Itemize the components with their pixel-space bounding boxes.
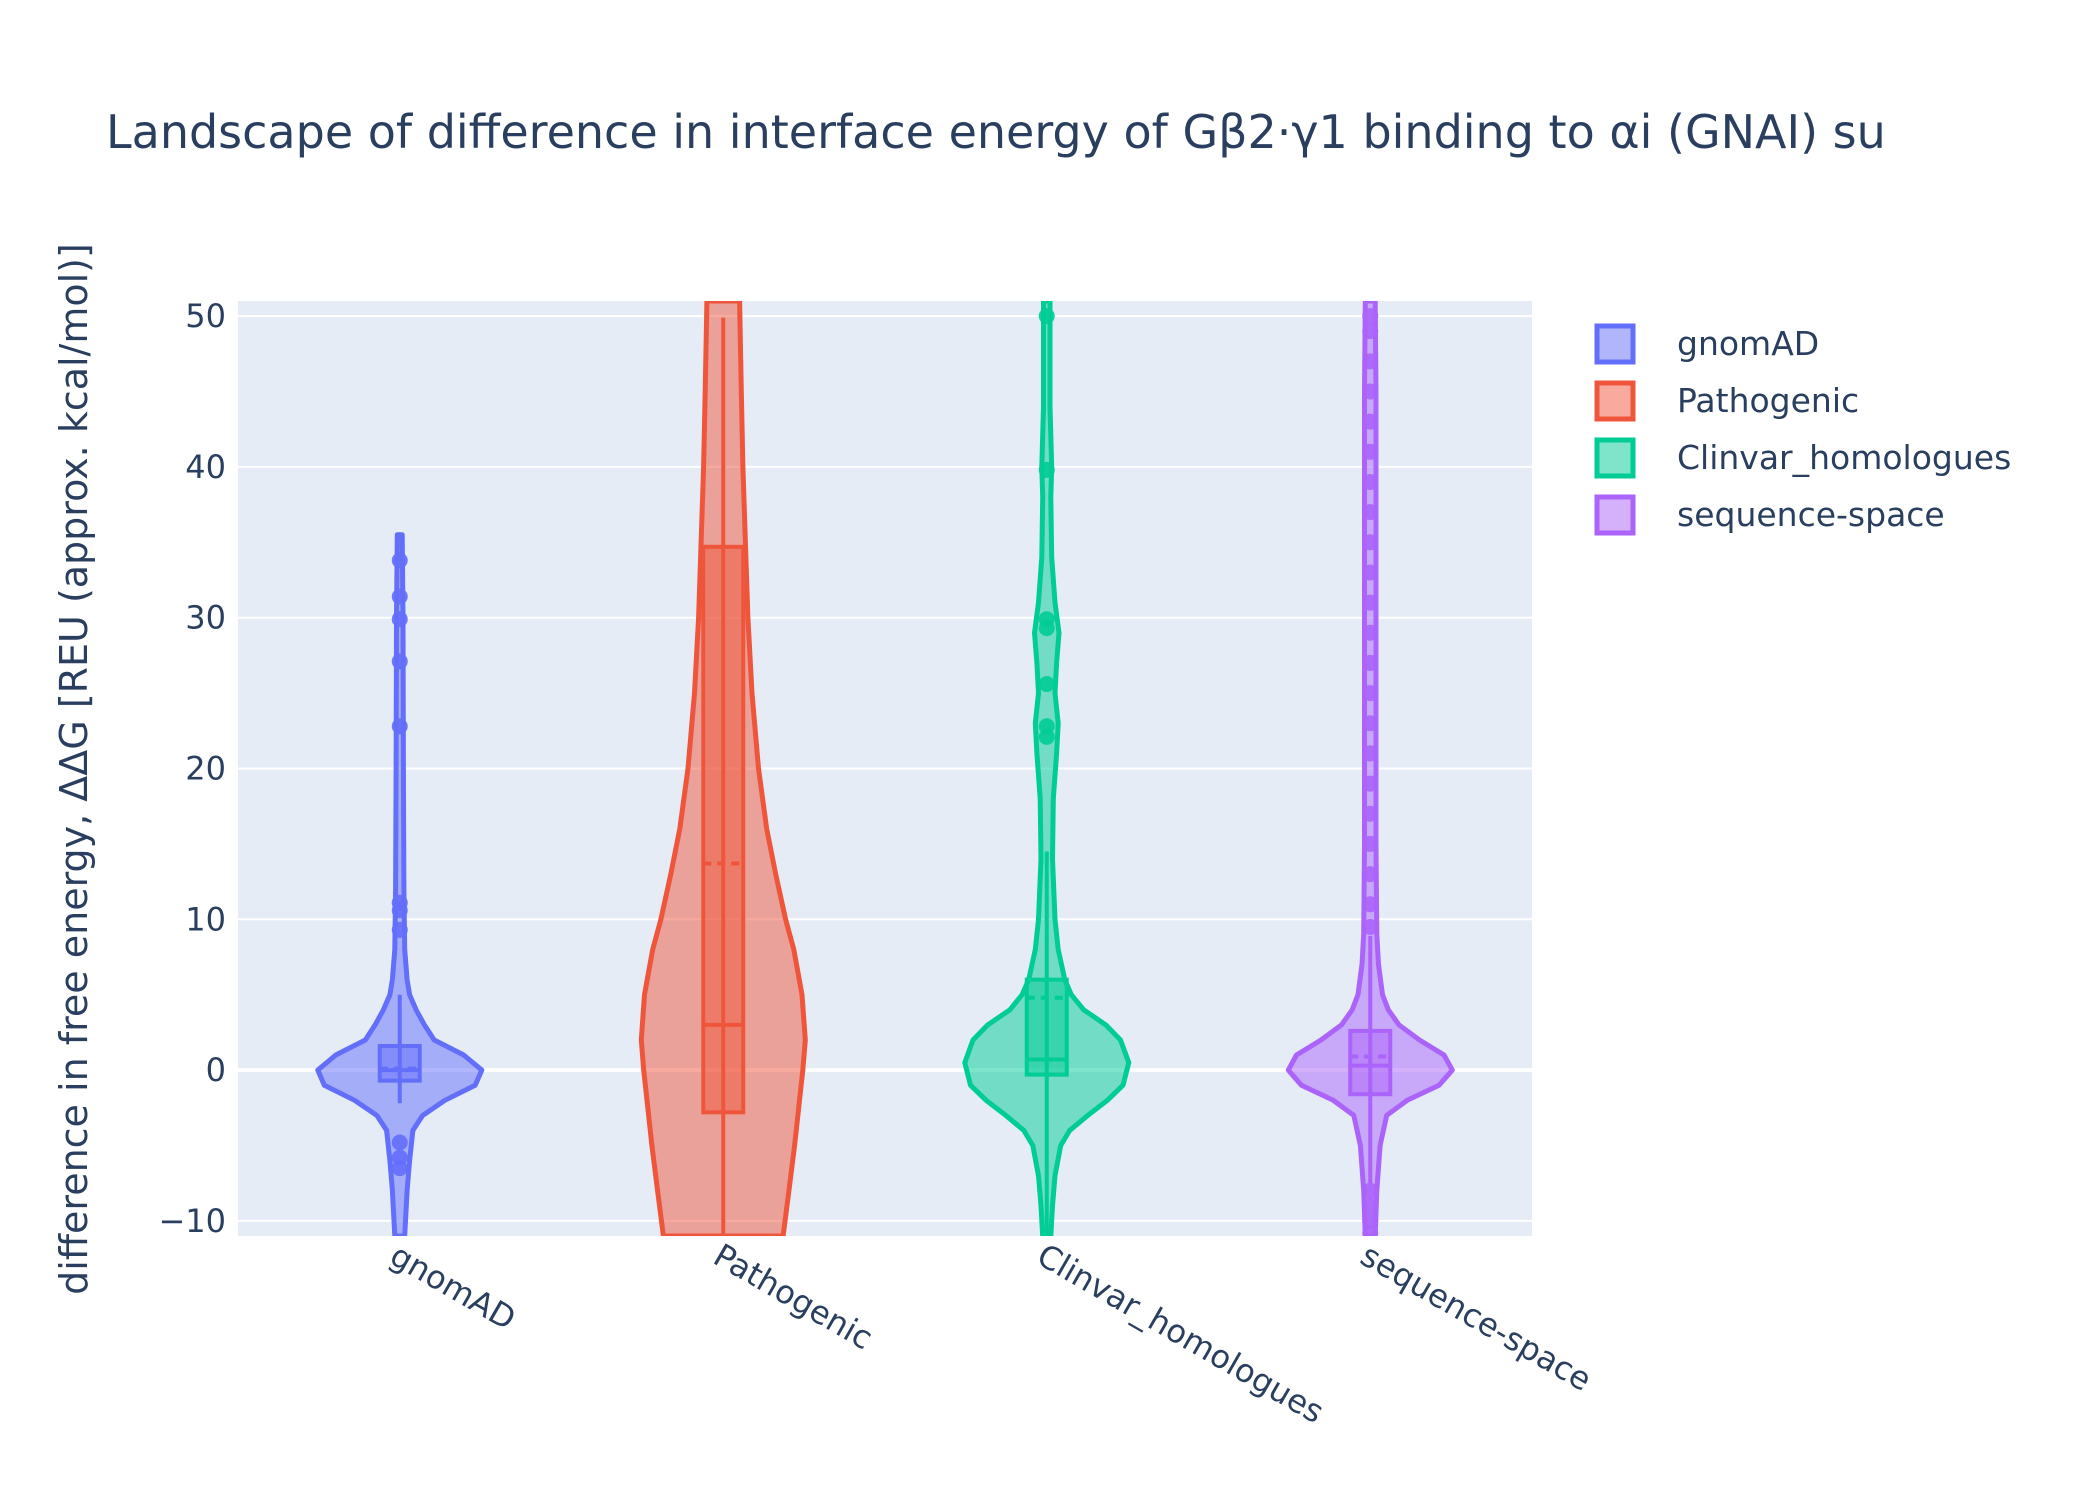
outlier-point <box>392 922 408 938</box>
outlier-point <box>1362 534 1378 550</box>
outlier-point <box>1362 625 1378 641</box>
outlier-point <box>392 552 408 568</box>
legend-swatch <box>1597 383 1633 419</box>
y-tick-labels: −10 0 10 20 30 40 50 <box>158 297 226 1240</box>
legend-item-gnomad[interactable]: gnomAD <box>1597 324 1819 363</box>
outlier-point <box>1362 323 1378 339</box>
outlier-point <box>1362 353 1378 369</box>
outlier-point <box>1362 776 1378 792</box>
outlier-point <box>392 611 408 627</box>
x-tick-label: Pathogenic <box>707 1236 879 1357</box>
y-tick-label: 40 <box>185 448 226 486</box>
y-tick-label: 20 <box>185 750 226 788</box>
box-iqr <box>1350 1031 1390 1094</box>
outlier-point <box>1362 896 1378 912</box>
legend[interactable]: gnomAD Pathogenic Clinvar_homologuessequen… <box>1597 324 2011 534</box>
y-tick-label: 10 <box>185 900 226 938</box>
outlier-point <box>1362 308 1378 324</box>
y-tick-label: 50 <box>185 297 226 335</box>
y-tick-label: 30 <box>185 599 226 637</box>
outlier-point <box>392 718 408 734</box>
box-iqr <box>703 547 743 1113</box>
outlier-point <box>1362 715 1378 731</box>
outlier-point <box>1039 676 1055 692</box>
legend-swatch <box>1597 440 1633 476</box>
legend-label: Pathogenic <box>1677 381 1859 420</box>
outlier-point <box>1362 414 1378 430</box>
outlier-point <box>1362 1198 1378 1214</box>
legend-swatch <box>1597 326 1633 362</box>
outlier-point <box>392 1160 408 1176</box>
legend-item-pathogenic[interactable]: Pathogenic <box>1597 381 1859 420</box>
legend-label: gnomAD <box>1677 324 1819 363</box>
outlier-point <box>1362 806 1378 822</box>
outlier-point <box>1362 1183 1378 1199</box>
outlier-point <box>1039 611 1055 627</box>
outlier-point <box>1362 745 1378 761</box>
box-iqr <box>380 1046 420 1081</box>
outlier-point <box>392 653 408 669</box>
y-axis-label: difference in free energy, ΔΔG [REU (app… <box>52 243 96 1295</box>
x-tick-label: gnomAD <box>384 1236 522 1338</box>
outlier-point <box>1362 504 1378 520</box>
legend-item-clinvar-homologues[interactable]: Clinvar_homologues <box>1597 438 2011 477</box>
outlier-point <box>392 1135 408 1151</box>
outlier-point <box>1362 444 1378 460</box>
y-tick-label: 0 <box>206 1051 226 1089</box>
y-tick-label: −10 <box>158 1202 226 1240</box>
outlier-point <box>1039 718 1055 734</box>
outlier-point <box>1362 595 1378 611</box>
outlier-point <box>1362 919 1378 935</box>
x-tick-label: sequence-space <box>1354 1236 1598 1399</box>
outlier-point <box>1362 685 1378 701</box>
legend-item-sequence-space[interactable]: sequence-space <box>1597 495 1945 534</box>
outlier-point <box>1039 462 1055 478</box>
legend-label: Clinvar_homologues <box>1677 438 2011 477</box>
legend-label: sequence-space <box>1677 495 1945 534</box>
outlier-point <box>1362 655 1378 671</box>
outlier-point <box>392 895 408 911</box>
outlier-point <box>1362 383 1378 399</box>
legend-swatch <box>1597 497 1633 533</box>
x-tick-label: Clinvar_homologues <box>1031 1236 1331 1431</box>
x-tick-labels: gnomAD Pathogenic Clinvar_homologues sequen… <box>384 1236 1598 1431</box>
outlier-point <box>1362 474 1378 490</box>
outlier-point <box>1362 564 1378 580</box>
outlier-point <box>1039 308 1055 324</box>
outlier-point <box>1362 866 1378 882</box>
outlier-point <box>392 589 408 605</box>
chart-title: Landscape of difference in interface ene… <box>106 105 1886 159</box>
outlier-point <box>1362 836 1378 852</box>
